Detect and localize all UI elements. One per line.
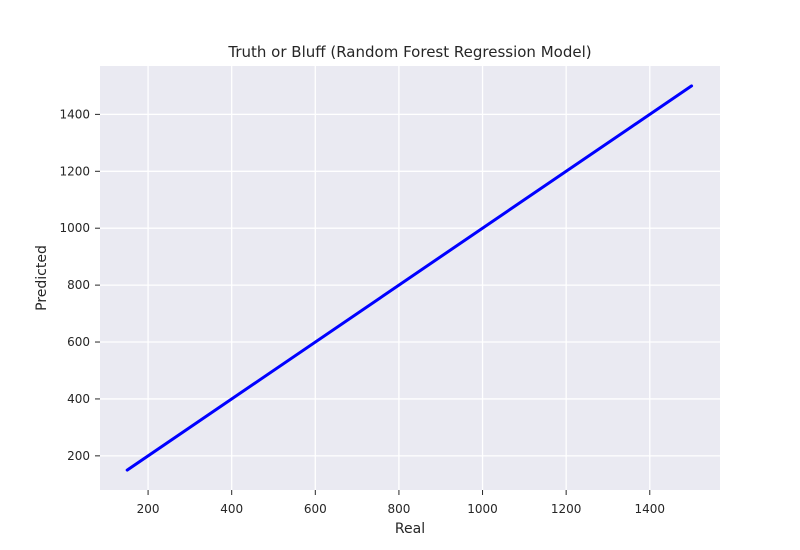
x-tick-label: 1000 <box>467 502 498 516</box>
y-tick-label: 600 <box>67 335 90 349</box>
y-tick-label: 200 <box>67 449 90 463</box>
x-tick-label: 1200 <box>551 502 582 516</box>
x-tick-label: 200 <box>137 502 160 516</box>
y-tick-label: 400 <box>67 392 90 406</box>
series-layer <box>125 84 694 472</box>
y-tick-label: 1000 <box>59 221 90 235</box>
y-tick-label: 800 <box>67 278 90 292</box>
y-tick-label: 1200 <box>59 164 90 178</box>
x-tick-label: 800 <box>387 502 410 516</box>
chart-title: Truth or Bluff (Random Forest Regression… <box>227 43 591 61</box>
x-tick-label: 600 <box>304 502 327 516</box>
x-axis-ticks: 200 400 600 800 1000 1200 1400 <box>137 490 665 516</box>
x-axis-label: Real <box>395 521 425 537</box>
y-axis-label: Predicted <box>34 245 50 311</box>
series-line <box>125 84 694 472</box>
grid <box>100 66 720 490</box>
x-tick-label: 1400 <box>634 502 665 516</box>
x-tick-label: 400 <box>220 502 243 516</box>
y-tick-label: 1400 <box>59 107 90 121</box>
y-axis-ticks: 200 400 600 800 1000 1200 1400 <box>59 107 100 463</box>
